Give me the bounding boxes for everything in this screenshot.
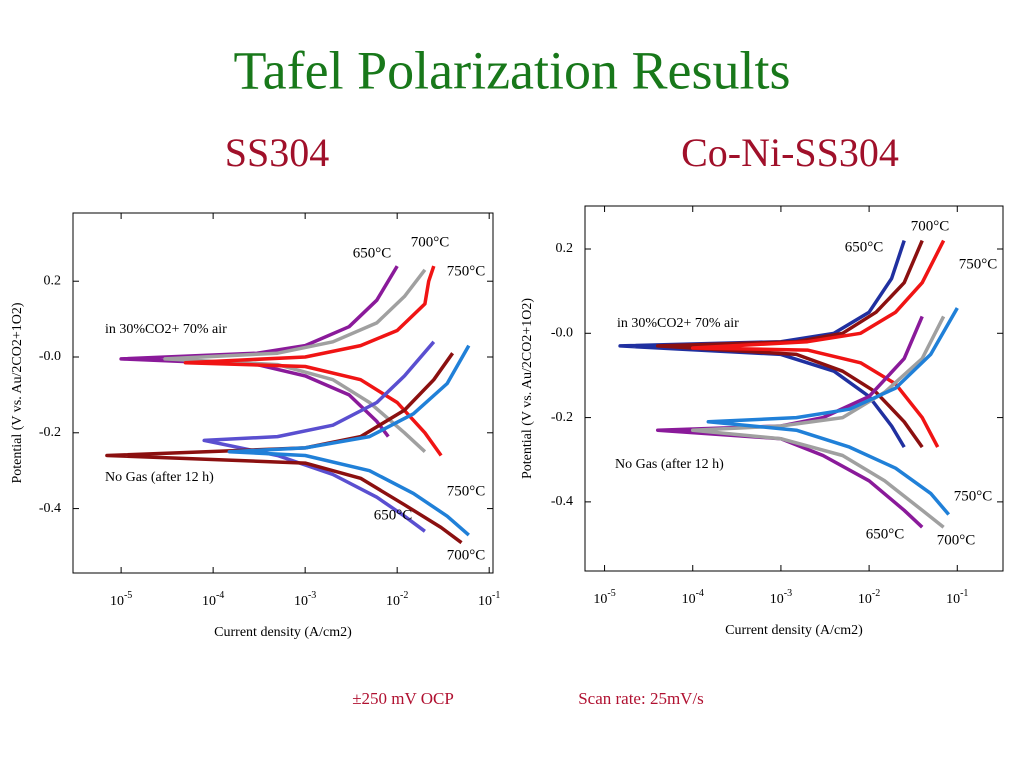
x-tick-label: 10-2 bbox=[386, 590, 408, 609]
tick-base: 10 bbox=[682, 592, 696, 607]
x-tick-label: 10-5 bbox=[110, 590, 132, 609]
tick-exponent: -4 bbox=[216, 590, 224, 601]
x-tick-label: 10-1 bbox=[946, 588, 968, 607]
tick-base: 10 bbox=[110, 594, 124, 609]
plot-frame bbox=[584, 205, 1004, 572]
x-tick-label: 10-1 bbox=[478, 590, 500, 609]
x-axis-label: Current density (A/cm2) bbox=[214, 625, 352, 640]
curve bbox=[690, 315, 946, 529]
y-tick-label: -0.2 bbox=[39, 425, 61, 440]
curve bbox=[202, 340, 436, 533]
curve-label: 750°C bbox=[447, 483, 486, 499]
y-axis-label: Potential (V vs. Au/2CO2+1O2) bbox=[520, 298, 535, 479]
plot-frame bbox=[72, 212, 494, 574]
curve-label: 650°C bbox=[374, 507, 413, 523]
tick-exponent: -4 bbox=[696, 588, 704, 599]
y-tick-label: 0.2 bbox=[556, 241, 574, 256]
curve-label: 650°C bbox=[866, 526, 905, 542]
curve bbox=[105, 352, 463, 545]
chart-title: Co-Ni-SS304 bbox=[681, 130, 899, 175]
curve-label: 700°C bbox=[447, 547, 486, 563]
tick-base: 10 bbox=[294, 594, 308, 609]
x-tick-label: 10-5 bbox=[593, 588, 615, 607]
curve-label: 750°C bbox=[447, 263, 486, 279]
curve bbox=[183, 265, 443, 457]
annotation: in 30%CO2+ 70% air bbox=[617, 316, 739, 331]
tick-exponent: -1 bbox=[492, 590, 500, 601]
tick-exponent: -2 bbox=[400, 590, 408, 601]
curve-label: 700°C bbox=[411, 234, 450, 250]
curve bbox=[655, 239, 924, 449]
y-tick-label: -0.0 bbox=[39, 349, 61, 364]
tick-exponent: -5 bbox=[124, 590, 132, 601]
curve bbox=[706, 307, 959, 516]
tick-base: 10 bbox=[770, 592, 784, 607]
tick-base: 10 bbox=[386, 594, 400, 609]
tick-base: 10 bbox=[202, 594, 216, 609]
y-tick-label: 0.2 bbox=[44, 273, 62, 288]
y-tick-label: -0.4 bbox=[551, 494, 573, 509]
curve-label: 700°C bbox=[911, 218, 950, 234]
tick-exponent: -3 bbox=[784, 588, 792, 599]
curve bbox=[163, 268, 427, 453]
curve-label: 750°C bbox=[954, 488, 993, 504]
x-axis-label: Current density (A/cm2) bbox=[725, 623, 863, 638]
tick-base: 10 bbox=[858, 592, 872, 607]
x-tick-label: 10-4 bbox=[682, 588, 704, 607]
curve-label: 650°C bbox=[353, 245, 392, 261]
chart-title: SS304 bbox=[225, 130, 330, 175]
curve bbox=[690, 239, 946, 448]
annotation: No Gas (after 12 h) bbox=[615, 457, 724, 472]
x-tick-label: 10-4 bbox=[202, 590, 224, 609]
y-axis-label: Potential (V vs. Au/2CO2+1O2) bbox=[10, 302, 25, 483]
note: Scan rate: 25mV/s bbox=[578, 689, 704, 708]
y-tick-label: -0.2 bbox=[551, 410, 573, 425]
tick-exponent: -5 bbox=[607, 588, 615, 599]
tick-base: 10 bbox=[593, 592, 607, 607]
annotation: No Gas (after 12 h) bbox=[105, 470, 214, 485]
slide-title: Tafel Polarization Results bbox=[233, 40, 790, 100]
curve-label: 700°C bbox=[937, 532, 976, 548]
y-tick-label: -0.0 bbox=[551, 326, 573, 341]
curve bbox=[119, 265, 399, 438]
x-tick-label: 10-2 bbox=[858, 588, 880, 607]
curve bbox=[655, 315, 924, 529]
curve-label: 750°C bbox=[959, 256, 998, 272]
x-tick-label: 10-3 bbox=[294, 590, 316, 609]
tick-base: 10 bbox=[478, 594, 492, 609]
curve-label: 650°C bbox=[845, 239, 884, 255]
x-tick-label: 10-3 bbox=[770, 588, 792, 607]
tick-base: 10 bbox=[946, 592, 960, 607]
tick-exponent: -2 bbox=[872, 588, 880, 599]
curve bbox=[618, 240, 906, 448]
note: ±250 mV OCP bbox=[352, 689, 454, 708]
y-tick-label: -0.4 bbox=[39, 501, 61, 516]
tick-exponent: -3 bbox=[308, 590, 316, 601]
curve bbox=[227, 344, 471, 537]
annotation: in 30%CO2+ 70% air bbox=[105, 322, 227, 337]
tick-exponent: -1 bbox=[960, 588, 968, 599]
